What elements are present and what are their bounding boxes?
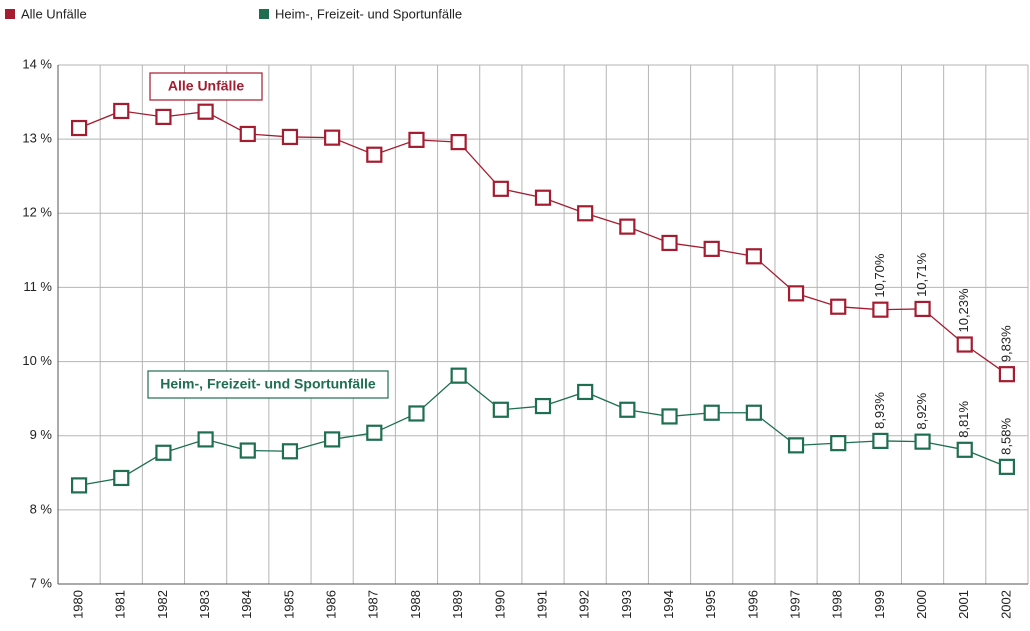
point-marker	[155, 444, 172, 461]
legend-swatch	[259, 9, 269, 19]
point-marker	[914, 300, 931, 318]
series-annotation-box	[149, 72, 263, 101]
data-label: 8,93%	[872, 392, 887, 429]
legend-label: Alle Unfälle	[21, 6, 87, 21]
point-marker	[113, 469, 130, 487]
x-tick-label: 1998	[830, 590, 845, 619]
point-marker	[830, 298, 847, 315]
data-label: 8,81%	[956, 400, 971, 437]
point-marker	[534, 189, 552, 206]
point-marker	[366, 424, 383, 441]
point-marker	[324, 129, 341, 146]
x-tick-label: 1988	[408, 590, 423, 619]
x-tick-label: 1985	[281, 590, 296, 619]
data-label: 10,70%	[872, 253, 887, 298]
x-tick-label: 1990	[492, 590, 507, 619]
y-tick-label: 9 %	[30, 427, 53, 442]
legend-label: Heim-, Freizeit- und Sportunfälle	[275, 6, 462, 21]
point-marker	[534, 397, 552, 415]
x-tick-label: 2001	[956, 590, 971, 619]
x-tick-label: 1986	[324, 590, 339, 619]
y-tick-label: 8 %	[30, 501, 53, 516]
y-tick-label: 12 %	[22, 205, 52, 220]
point-marker	[830, 435, 847, 452]
x-tick-label: 1992	[577, 590, 592, 619]
point-marker	[70, 119, 88, 137]
data-label: 8,58%	[998, 418, 1013, 455]
point-marker	[113, 102, 130, 120]
x-tick-label: 1980	[71, 590, 86, 619]
point-marker	[197, 431, 214, 448]
point-marker	[619, 401, 636, 418]
series-line	[78, 110, 1008, 375]
point-marker	[998, 458, 1016, 475]
point-marker	[450, 367, 467, 384]
point-marker	[872, 432, 889, 450]
x-tick-label: 1991	[534, 590, 549, 619]
point-marker	[703, 404, 720, 421]
x-tick-label: 1996	[745, 590, 760, 619]
point-marker	[998, 366, 1016, 383]
y-tick-label: 14 %	[22, 56, 52, 71]
y-tick-label: 7 %	[30, 575, 53, 590]
x-tick-label: 2000	[914, 590, 929, 619]
series-annotation: Alle Unfälle	[168, 78, 244, 94]
data-label: 8,92%	[914, 392, 929, 429]
point-marker	[408, 405, 425, 422]
point-marker	[577, 205, 594, 222]
legend-swatch	[5, 9, 15, 19]
y-tick-label: 10 %	[22, 353, 52, 368]
x-tick-label: 1983	[197, 590, 212, 619]
x-tick-label: 1995	[703, 590, 718, 619]
point-marker	[661, 408, 678, 425]
point-marker	[324, 431, 341, 448]
x-tick-label: 1987	[366, 590, 381, 619]
point-marker	[281, 128, 299, 146]
x-tick-label: 1999	[872, 590, 887, 619]
point-marker	[408, 131, 425, 148]
data-label: 9,83%	[998, 325, 1013, 362]
series-annotation-box	[147, 370, 389, 399]
x-tick-label: 1997	[787, 590, 802, 619]
point-marker	[787, 285, 805, 302]
point-marker	[239, 125, 256, 143]
x-tick-label: 1994	[661, 590, 676, 619]
data-label: 10,71%	[914, 252, 929, 297]
point-marker	[197, 103, 214, 120]
point-marker	[155, 108, 172, 126]
point-marker	[281, 443, 299, 460]
point-marker	[956, 441, 973, 458]
data-label: 10,23%	[956, 288, 971, 333]
point-marker	[745, 248, 762, 265]
point-marker	[745, 404, 762, 421]
point-marker	[872, 301, 889, 318]
point-marker	[239, 442, 256, 459]
point-marker	[661, 234, 678, 252]
x-tick-label: 1982	[155, 590, 170, 619]
point-marker	[703, 240, 720, 257]
point-marker	[492, 180, 509, 197]
point-marker	[366, 146, 383, 163]
point-marker	[619, 218, 636, 235]
point-marker	[492, 401, 509, 418]
point-marker	[70, 477, 88, 494]
point-marker	[914, 433, 931, 450]
x-tick-label: 1984	[239, 590, 254, 619]
point-marker	[577, 383, 594, 401]
point-marker	[787, 437, 805, 454]
point-marker	[450, 134, 467, 151]
series-annotation: Heim-, Freizeit- und Sportunfälle	[160, 376, 376, 392]
x-tick-label: 1981	[113, 590, 128, 619]
x-tick-label: 1989	[450, 590, 465, 619]
x-tick-label: 2002	[998, 590, 1013, 619]
x-tick-label: 1993	[619, 590, 634, 619]
y-tick-label: 11 %	[23, 279, 52, 294]
y-tick-label: 13 %	[22, 131, 52, 146]
point-marker	[956, 336, 973, 353]
